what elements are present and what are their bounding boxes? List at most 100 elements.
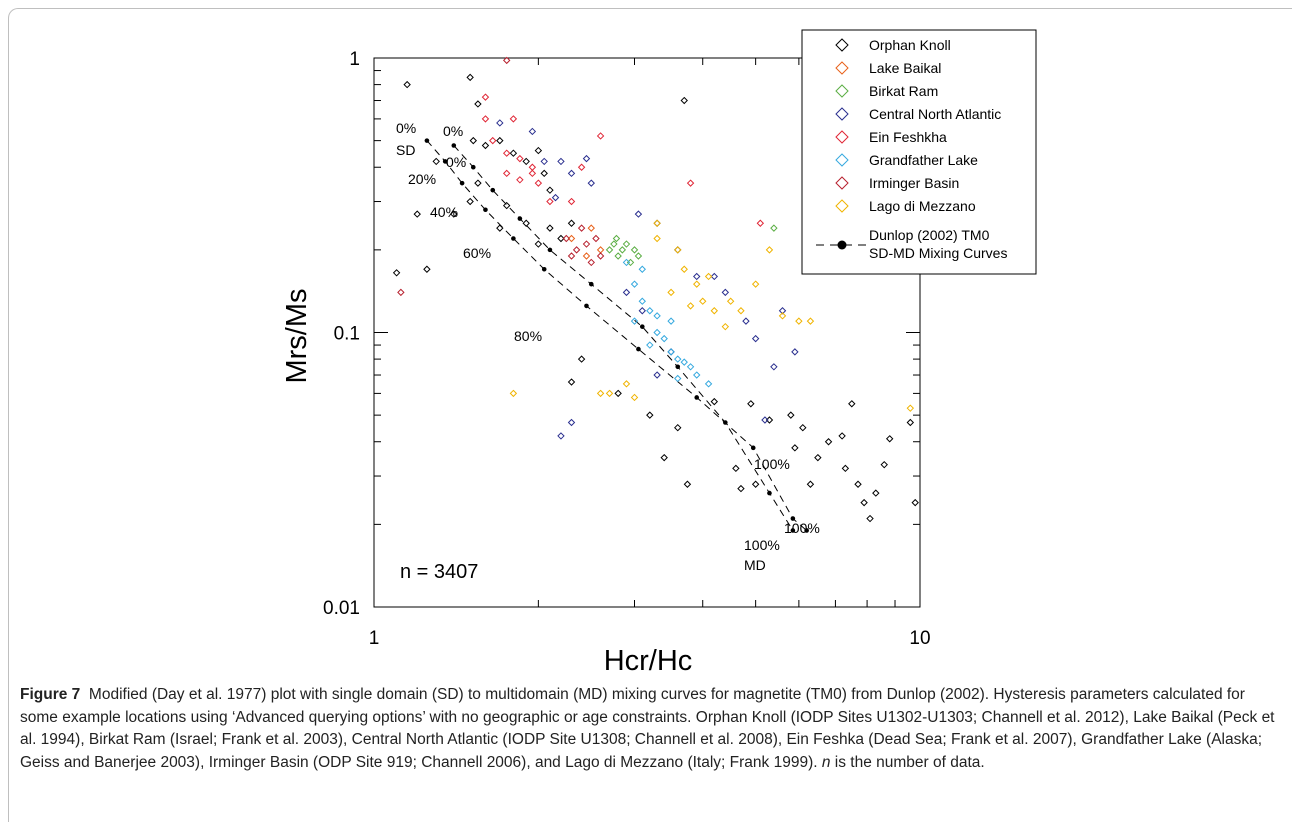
data-point [450,210,458,218]
data-point [567,234,576,243]
data-point [557,432,565,440]
mixing-curve-dot [790,528,796,533]
data-point [528,163,537,171]
data-point [686,179,695,187]
data-point [572,246,581,254]
data-point [496,136,504,145]
legend-label: Irminger Basin [869,175,959,191]
data-point [540,157,548,166]
data-point [680,96,688,105]
data-point [567,418,576,427]
data-point [751,280,760,288]
mixing-label: 100% [784,520,820,536]
data-point [596,132,605,140]
data-point [683,480,692,488]
mixing-label: 100% [744,537,780,553]
mixing-label: 0% [446,154,466,170]
data-point [577,163,586,171]
data-point [528,127,537,136]
mixing-curve-dot [588,281,594,287]
mixing-curve-dot [442,159,448,164]
data-point [614,252,622,260]
data-point [806,317,815,325]
data-point [653,328,661,337]
data-point [546,197,554,206]
mixing-label: 0% [396,120,416,136]
data-point [496,119,504,127]
data-point [638,307,646,315]
data-point [710,272,719,281]
data-point [469,136,477,145]
data-point [489,136,497,145]
plot-area: 1 10 0.01 0.1 1 [323,49,931,649]
mixing-curve-dot [636,346,641,352]
data-points [392,56,919,523]
mixing-curve-dot [723,420,728,425]
mixing-curves [424,138,809,533]
data-point [866,514,874,523]
data-point [622,240,631,248]
mixing-curve-dot [750,445,756,451]
mixing-curve [453,145,794,531]
mixing-curve [426,140,807,531]
data-point [699,297,707,305]
legend-label: Birkat Ram [869,83,938,99]
data-point [634,210,643,218]
data-point [824,438,833,446]
legend-box [801,29,1037,275]
data-point [756,219,765,227]
data-point [551,193,560,202]
data-point [646,411,654,419]
data-point [680,358,688,366]
data-point [737,307,745,315]
data-point [587,258,595,267]
series-orphan-knoll [392,73,919,523]
data-point [814,453,822,462]
data-point [791,348,799,356]
data-point [726,297,735,305]
legend-marker [835,153,849,167]
data-point [534,240,543,248]
data-point [509,115,518,123]
data-point [413,210,421,218]
series-lago-di-mezzano [509,219,915,412]
mixing-label: 0% [443,123,463,139]
data-point [403,80,411,89]
data-point [710,397,719,406]
data-point [423,265,431,273]
data-point [534,146,543,155]
data-point [587,224,595,232]
data-point [742,317,750,325]
legend-marker [835,130,849,144]
y-tick-label: 0.01 [323,598,360,619]
data-point [693,272,701,281]
y-tick-label: 0.1 [334,324,360,345]
mixing-curve-dot [547,247,553,253]
data-point [596,246,605,254]
data-point [667,348,675,356]
data-point [528,169,537,178]
data-point [721,288,730,297]
mixing-label: 40% [430,204,458,220]
data-point [557,234,565,243]
data-point [567,378,576,386]
data-point [546,224,554,232]
mixing-label: SD [396,142,415,158]
mixing-labels: 0%SD0%0%20%40%60%80%100%100%100%MD [396,120,820,573]
data-point [660,453,668,462]
legend-label: SD-MD Mixing Curves [869,245,1007,261]
mixing-curve-dot [639,324,645,329]
data-point [630,246,639,254]
data-point [674,246,682,254]
data-point [906,418,915,427]
data-point [751,480,760,488]
caption-text-end: is the number of data. [834,753,985,771]
data-point [626,258,635,267]
data-point [638,265,646,273]
mixing-curve-dot [584,303,589,309]
mixing-curve-dot [490,187,496,193]
caption-figure-label: Figure 7 [20,686,81,703]
data-point [614,389,622,398]
data-point [622,258,631,267]
data-point [392,269,401,277]
